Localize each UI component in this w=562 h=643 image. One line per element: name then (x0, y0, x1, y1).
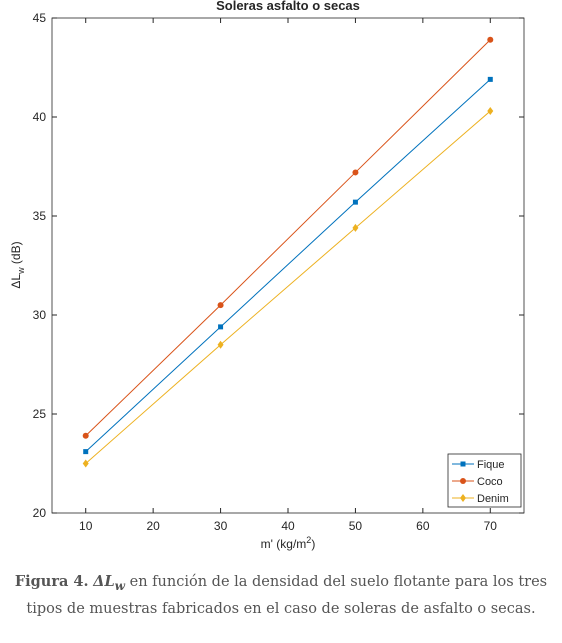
y-axis-label: ΔLw (dB) (9, 241, 26, 288)
marker (352, 223, 359, 232)
y-tick-label: 35 (33, 209, 47, 223)
series-line (85, 110, 491, 464)
y-tick-label: 20 (33, 506, 47, 520)
x-tick-label: 10 (79, 519, 93, 533)
y-tick-label: 30 (33, 308, 47, 322)
chart-title: Soleras asfalto o secas (216, 0, 360, 13)
x-label-text: m' (kg/m (261, 537, 307, 551)
chart: Soleras asfalto o secas ΔLw (dB) m' (kg/… (9, 0, 525, 551)
marker (217, 302, 224, 309)
x-axis-label: m' (kg/m2) (261, 535, 316, 551)
marker (218, 324, 224, 330)
marker (82, 459, 89, 468)
series-line (85, 39, 491, 437)
caption-text: en función de la densidad del suelo flot… (26, 574, 548, 617)
legend-label: Coco (477, 476, 503, 488)
legend-label: Denim (477, 493, 509, 505)
marker (487, 76, 493, 82)
caption: Figura 4. ΔLw en función de la densidad … (6, 570, 556, 621)
x-tick-label: 30 (214, 519, 228, 533)
x-tick-label: 20 (146, 519, 160, 533)
x-tick-label: 70 (484, 519, 498, 533)
y-label-sub: w (16, 267, 26, 275)
y-label-symbol: ΔL (9, 274, 23, 289)
legend-marker (460, 478, 466, 484)
y-label-unit: (dB) (9, 241, 23, 267)
caption-symbol: ΔL (93, 573, 115, 590)
legend-marker (460, 461, 466, 467)
marker (82, 432, 89, 439)
marker (217, 340, 224, 349)
legend-marker (460, 494, 466, 502)
x-tick-label: 60 (416, 519, 430, 533)
x-label-sup: 2 (306, 535, 311, 545)
y-tick-label: 25 (33, 407, 47, 421)
marker (352, 169, 359, 176)
x-label-end: ) (311, 537, 315, 551)
y-tick-label: 45 (33, 11, 47, 25)
legend-label: Fique (477, 459, 505, 471)
caption-symbol-sub: w (114, 578, 126, 593)
x-tick-label: 50 (349, 519, 363, 533)
marker (487, 107, 494, 116)
marker (83, 449, 89, 455)
caption-label: Figura 4. (14, 573, 89, 590)
marker (487, 36, 494, 43)
x-tick-label: 40 (281, 519, 295, 533)
y-tick-label: 40 (33, 110, 47, 124)
axes-box (51, 17, 525, 514)
marker (352, 199, 358, 205)
series-line (85, 79, 491, 452)
